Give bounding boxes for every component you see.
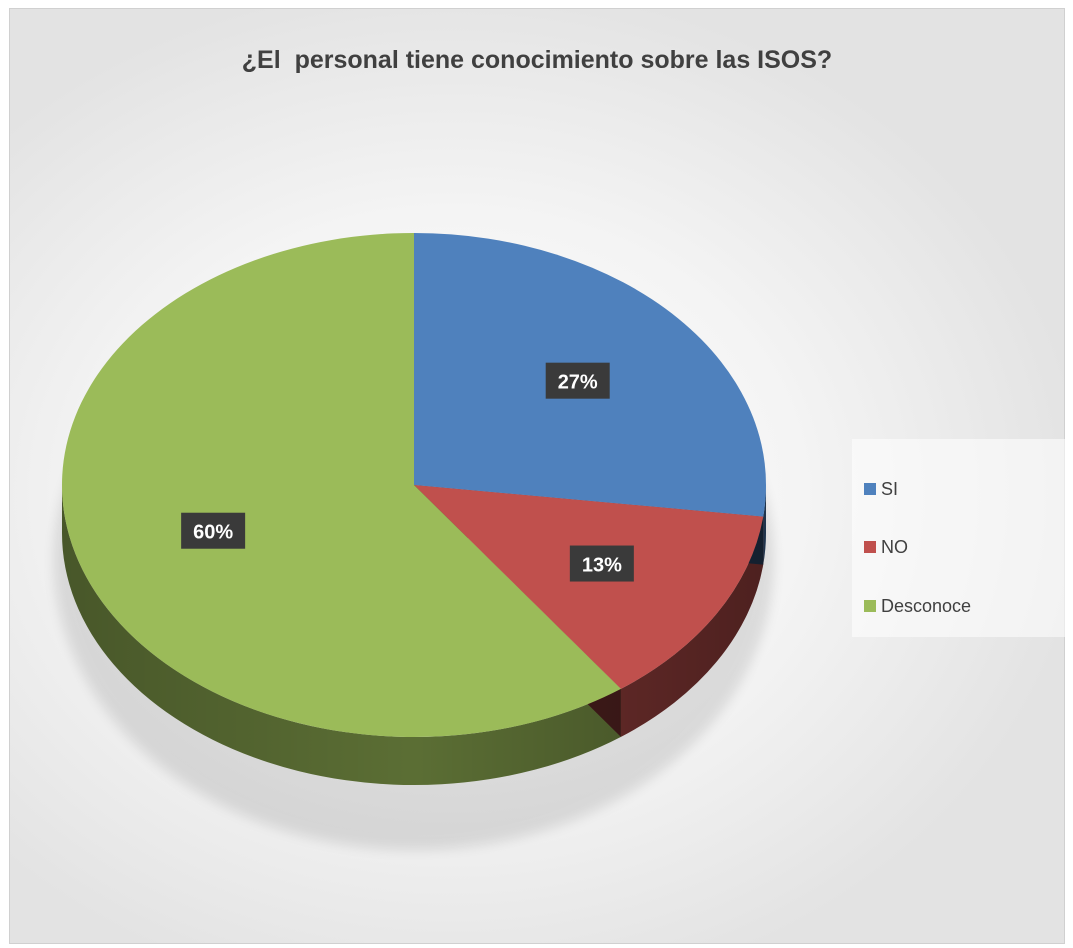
data-label-text-desconoce: 60%	[193, 522, 233, 544]
data-label-text-no: 13%	[582, 555, 622, 577]
data-label-box-si	[545, 362, 610, 399]
legend-label-si: SI	[881, 478, 899, 499]
legend-entry-si: SI	[864, 477, 898, 501]
pie-side-shading	[62, 485, 766, 786]
data-label-desconoce: 60%	[181, 512, 246, 549]
data-label-box-no	[569, 545, 634, 582]
data-label-box-desconoce	[181, 512, 246, 549]
legend-swatch-si	[864, 483, 876, 495]
pie-slice-no	[414, 485, 764, 689]
chart-legend: SI NO Desconoce	[852, 439, 1066, 637]
data-label-text-si: 27%	[558, 372, 598, 394]
legend-label-desconoce: Desconoce	[881, 595, 972, 616]
pie-slice-desconoce	[61, 233, 621, 738]
legend-swatch-desconoce	[864, 600, 876, 612]
pie-tops	[61, 233, 767, 738]
pie-data-labels: 27% 13% 60%	[181, 362, 634, 582]
data-label-no: 13%	[569, 545, 634, 582]
legend-entry-desconoce: Desconoce	[864, 594, 971, 618]
legend-entry-no: NO	[864, 535, 908, 559]
data-label-si: 27%	[545, 362, 610, 399]
legend-swatch-no	[864, 541, 876, 553]
legend-label-no: NO	[881, 536, 908, 557]
chart-title: ¿El personal tiene conocimiento sobre la…	[241, 46, 833, 74]
